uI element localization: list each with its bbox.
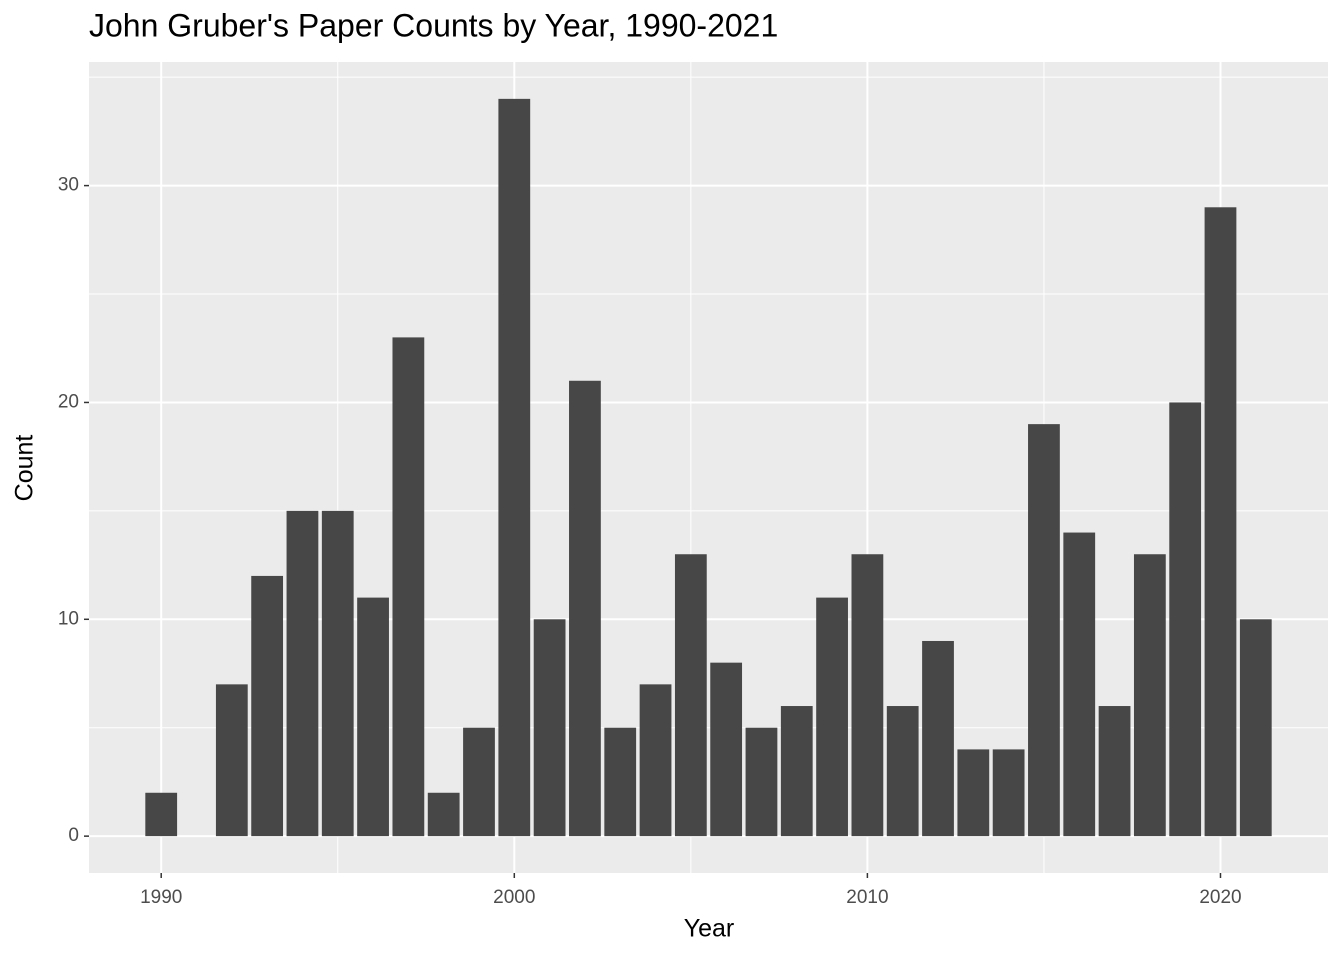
x-tick-label: 2020 [1199,887,1241,908]
bar [745,727,778,837]
bar [1133,554,1166,837]
bar [215,684,248,837]
bar [992,749,1025,837]
bar [922,640,954,837]
bar [780,706,813,837]
bar [674,554,707,837]
bar [1239,619,1272,837]
bar [1063,532,1096,837]
y-tick-label: 0 [68,825,79,846]
bar [427,792,460,837]
bar [533,619,566,837]
bar [1098,706,1131,837]
x-tick-label: 2000 [493,887,535,908]
bar [392,337,425,837]
bar [710,662,743,837]
bar [321,510,354,837]
y-tick-label: 30 [58,175,79,196]
bar [957,749,990,837]
bar [1169,402,1202,837]
y-axis-title: Count [11,435,39,502]
y-tick-label: 20 [58,391,79,412]
x-axis-title: Year [684,915,735,943]
bar [886,706,919,837]
bar [357,597,389,837]
x-tick-label: 1990 [140,887,182,908]
y-tick-label: 10 [58,608,79,629]
bar [1204,207,1237,837]
bar [569,380,601,837]
bar [604,727,637,837]
bar [1028,424,1060,837]
bar [145,792,178,837]
bar [286,510,319,837]
bar [816,597,848,837]
bar [463,727,495,837]
x-tick-label: 2010 [846,887,888,908]
bar [251,575,284,837]
bar [498,98,531,837]
bar [851,554,884,837]
chart-title: John Gruber's Paper Counts by Year, 1990… [89,7,778,43]
bar [639,684,672,837]
